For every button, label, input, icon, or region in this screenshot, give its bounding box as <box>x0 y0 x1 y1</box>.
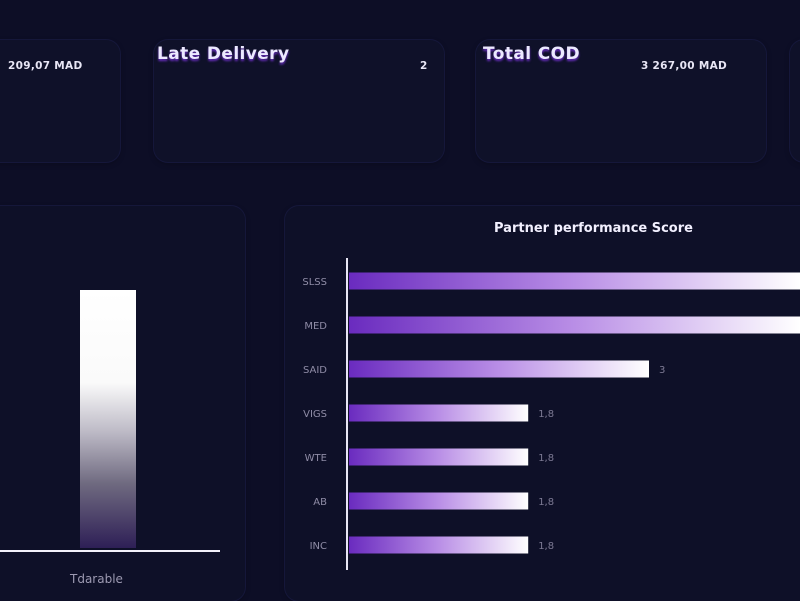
category-label: INC <box>310 541 327 552</box>
kpi-value: 3 267,00 MAD <box>641 60 728 72</box>
bar <box>349 272 800 290</box>
bar <box>349 360 649 378</box>
kpi-title: Total COD <box>483 44 581 64</box>
vertical-bar <box>80 290 136 548</box>
kpi-card-total-cod <box>476 40 766 162</box>
bar <box>349 316 800 334</box>
x-axis-line <box>0 550 220 552</box>
data-label: 3 <box>659 365 665 376</box>
data-label: 1,8 <box>538 453 554 464</box>
partner-performance-chart-card <box>285 206 800 601</box>
category-label: WTE <box>305 453 327 464</box>
kpi-card-partial <box>790 40 800 162</box>
bar <box>349 536 529 554</box>
kpi-card-late-delivery <box>154 40 444 162</box>
bar <box>349 492 529 510</box>
category-label: Tdarable <box>70 572 123 586</box>
category-label: MED <box>304 321 327 332</box>
chart-title: Partner performance Score <box>494 221 693 236</box>
category-label: SLSS <box>302 277 327 288</box>
data-label: 1,8 <box>538 409 554 420</box>
data-label: 1,8 <box>538 497 554 508</box>
bar <box>349 404 529 422</box>
category-label: VIGS <box>303 409 327 420</box>
kpi-value: 209,07 MAD <box>8 60 83 72</box>
category-label: SAID <box>303 365 327 376</box>
kpi-title: Late Delivery <box>157 44 290 64</box>
kpi-value: 2 <box>420 60 428 72</box>
kpi-card-total-value <box>0 40 120 162</box>
category-label: AB <box>313 497 327 508</box>
bar <box>349 448 529 466</box>
data-label: 1,8 <box>538 541 554 552</box>
